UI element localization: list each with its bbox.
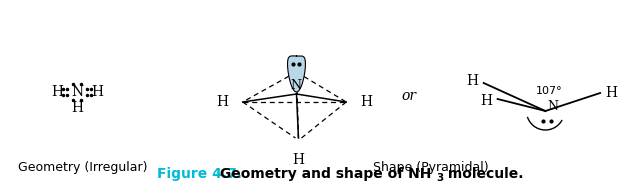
Text: Geometry and shape of NH: Geometry and shape of NH	[215, 167, 431, 181]
Text: N: N	[71, 85, 83, 99]
Text: H: H	[360, 95, 372, 109]
Text: N: N	[290, 79, 301, 92]
Text: N: N	[548, 100, 558, 113]
Text: molecule.: molecule.	[443, 167, 523, 181]
Text: H: H	[92, 85, 103, 99]
Text: Shape (Pyramidal): Shape (Pyramidal)	[373, 160, 488, 174]
Text: H: H	[467, 74, 479, 88]
Text: 3: 3	[436, 173, 443, 183]
Text: H: H	[481, 94, 493, 108]
Text: or: or	[401, 89, 417, 103]
Text: Geometry (Irregular): Geometry (Irregular)	[18, 160, 147, 174]
Text: H: H	[71, 101, 83, 115]
Text: H: H	[217, 95, 229, 109]
Text: H: H	[293, 153, 305, 167]
Text: Figure 4.7.: Figure 4.7.	[157, 167, 242, 181]
Text: 107°: 107°	[536, 86, 563, 96]
Text: H: H	[605, 86, 617, 100]
Text: H: H	[52, 85, 64, 99]
Polygon shape	[287, 56, 305, 92]
